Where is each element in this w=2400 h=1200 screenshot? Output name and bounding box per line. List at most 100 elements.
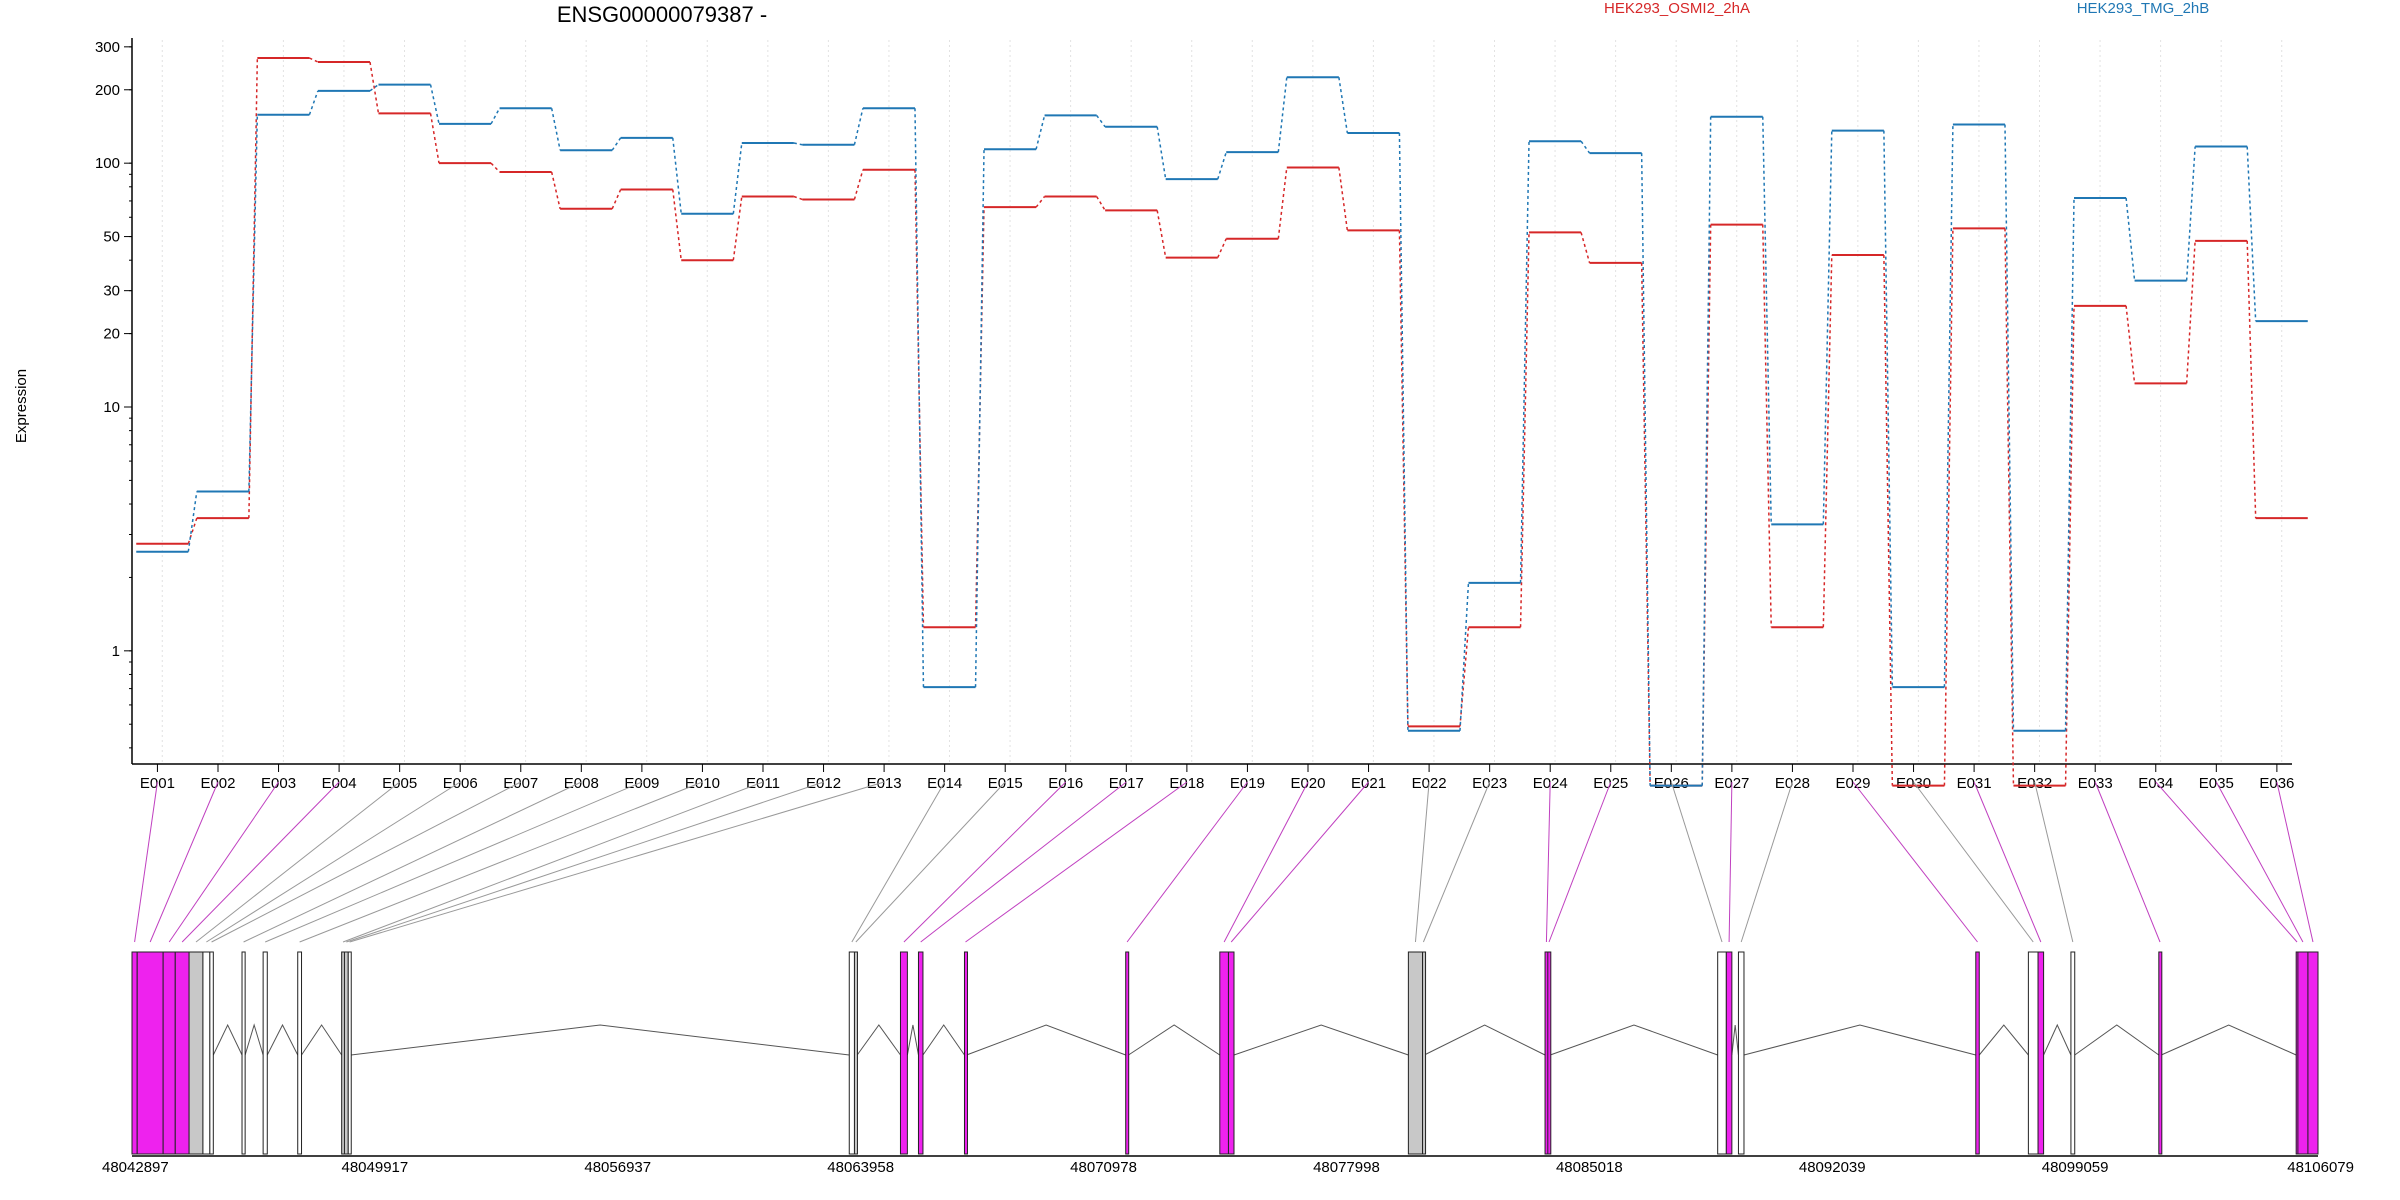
exon-block-E033 [2158,951,2163,1155]
connector-E001 [134,781,158,943]
connector-E011 [342,781,764,943]
coordinate-label-48092039: 48092039 [1799,1159,1866,1176]
series-connector [853,169,864,200]
series-connector [1156,126,1167,180]
x-tick-label-E019: E019 [1230,775,1265,792]
intron-line [1424,1024,1546,1056]
connector-E028 [1740,781,1793,943]
x-tick-label-E013: E013 [867,775,902,792]
connector-E032 [2034,781,2074,943]
series-connector [1459,582,1470,731]
connector-E027 [1728,781,1733,943]
coordinate-label-48042897: 48042897 [102,1159,169,1176]
connector-E009 [265,781,643,943]
series-connector [1580,232,1591,264]
coordinate-label-48106079: 48106079 [2287,1159,2354,1176]
exon-block-E021 [1227,951,1235,1155]
exon-block-E029 [1975,951,1980,1155]
connector-E024 [1545,781,1551,943]
series-connector [1943,124,1954,688]
intron-line [1550,1024,1718,1056]
x-tick-label-E007: E007 [503,775,538,792]
connector-E017 [920,781,1127,943]
exon-block-E016 [899,951,908,1155]
x-tick-label-E034: E034 [2138,775,2173,792]
exon-block-E002 [136,951,164,1155]
series-connector [672,137,682,214]
x-tick-label-E035: E035 [2199,775,2234,792]
series-connector [1096,114,1106,128]
connector-E022 [1414,781,1430,943]
exon-block-E003 [162,951,176,1155]
coordinate-label-48077998: 48077998 [1313,1159,1380,1176]
connector-E023 [1422,781,1491,943]
intron-line [922,1024,965,1056]
exon-connectors [134,781,2314,943]
intron-line [301,1024,343,1056]
series-connector [1519,232,1530,628]
coordinate-label-48099059: 48099059 [2042,1159,2109,1176]
series-connector [187,491,198,552]
coordinate-label-48056937: 48056937 [584,1159,651,1176]
connector-E020 [1223,781,1309,943]
series-connector [2125,197,2136,281]
exon-block-E025 [1547,951,1552,1155]
series-connector [732,142,743,214]
y-tick-label-20: 20 [103,326,120,343]
x-tick-label-E023: E023 [1472,775,1507,792]
series-connector [369,61,380,114]
series-connector [1762,116,1772,525]
intron-line [350,1024,850,1056]
exon-block-E001 [131,951,138,1155]
x-tick-label-E015: E015 [988,775,1023,792]
series-connector [2064,305,2075,786]
x-tick-label-E014: E014 [927,775,962,792]
x-tick-label-E004: E004 [322,775,357,792]
connector-E005 [195,781,400,943]
series-connector [490,162,501,173]
connector-E036 [2276,781,2314,943]
exon-block-E026 [1717,951,1727,1155]
exon-block-E032 [2070,951,2076,1155]
x-tick-label-E003: E003 [261,775,296,792]
intron-line [856,1024,901,1056]
exon-block-E028 [1737,951,1745,1155]
exon-block-E014 [848,951,855,1155]
series-connector [248,57,259,519]
connector-E035 [2215,781,2304,943]
exon-block-E020 [1219,951,1229,1155]
series-connector [1519,141,1530,583]
series-connector [1762,224,1772,628]
connector-E015 [855,781,1006,943]
exon-block-E036 [2307,951,2319,1155]
series-connector [2185,146,2196,281]
series-2 [136,76,2308,787]
intron-line [1743,1024,1976,1056]
exon-block-E030 [2027,951,2039,1155]
series-lines [136,56,2308,787]
intron-line [1128,1024,1221,1056]
series-connector [2125,305,2136,384]
exon-block-E027 [1725,951,1733,1155]
series-connector [1822,255,1833,628]
series-connector [1701,116,1712,786]
series-connector [611,189,622,210]
series-connector [1035,196,1046,208]
x-tick-label-E025: E025 [1593,775,1628,792]
exon-block-E008 [241,951,246,1155]
series-connector [1883,255,1894,786]
series-connector [1156,210,1167,258]
series-connector [793,142,803,146]
exon-block-E015 [853,951,858,1155]
connector-E016 [903,781,1067,943]
connector-E029 [1852,781,1978,943]
series-connector [429,113,440,164]
connector-E008 [243,781,582,943]
legend-entry-series-2: HEK293_TMG_2hB [2077,0,2210,17]
series-connector [1217,151,1227,180]
series-connector [187,517,198,544]
y-axis-label: Expression [13,369,30,443]
intron-line [966,1024,1126,1056]
series-connector [1096,196,1106,211]
